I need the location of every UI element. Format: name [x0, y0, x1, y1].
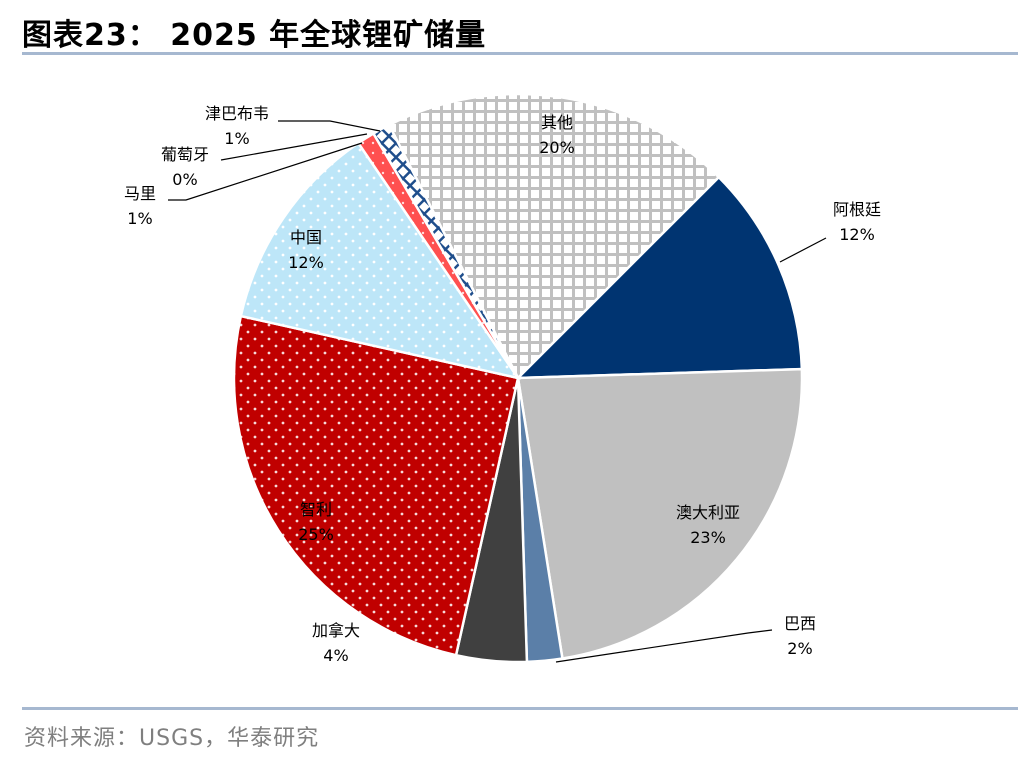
leader-line-8 [220, 133, 368, 161]
leader-line-1 [779, 237, 827, 263]
slice-label-1: 阿根廷 [833, 200, 881, 219]
pie-slice-1 [514, 175, 804, 380]
slice-value-8: 0% [172, 170, 197, 189]
slice-label-0: 其他 [541, 113, 573, 132]
slice-label-6: 中国 [290, 228, 322, 247]
pie-slice-6 [239, 141, 521, 380]
leader-line-7 [168, 142, 363, 201]
pie-slice-2 [516, 367, 804, 660]
source-note: 资料来源：USGS，华泰研究 [24, 726, 320, 751]
leader-line-3 [555, 629, 773, 663]
slice-label-8: 葡萄牙 [161, 145, 209, 164]
chart-title: 图表23： 2025 年全球锂矿储量 [22, 18, 487, 53]
slice-value-3: 2% [787, 639, 812, 658]
footer-divider [22, 707, 1018, 710]
slice-label-9: 津巴布韦 [205, 104, 269, 123]
pie-slice-9 [371, 123, 520, 379]
slice-value-9: 1% [224, 129, 249, 148]
slice-value-4: 4% [323, 646, 348, 665]
pie-slice-5 [232, 314, 520, 657]
slice-value-5: 25% [298, 525, 334, 544]
slice-value-1: 12% [839, 225, 875, 244]
slice-label-5: 智利 [300, 500, 332, 519]
slice-value-7: 1% [127, 209, 152, 228]
slice-value-0: 20% [539, 138, 575, 157]
slice-label-7: 马里 [124, 184, 156, 203]
leader-line-9 [278, 120, 381, 132]
slice-label-2: 澳大利亚 [676, 503, 740, 522]
slice-value-6: 12% [288, 253, 324, 272]
slice-value-2: 23% [690, 528, 726, 547]
pie-slice-0 [387, 92, 721, 381]
slice-label-3: 巴西 [784, 614, 816, 633]
title-divider [22, 52, 1018, 55]
slice-label-4: 加拿大 [312, 621, 360, 640]
